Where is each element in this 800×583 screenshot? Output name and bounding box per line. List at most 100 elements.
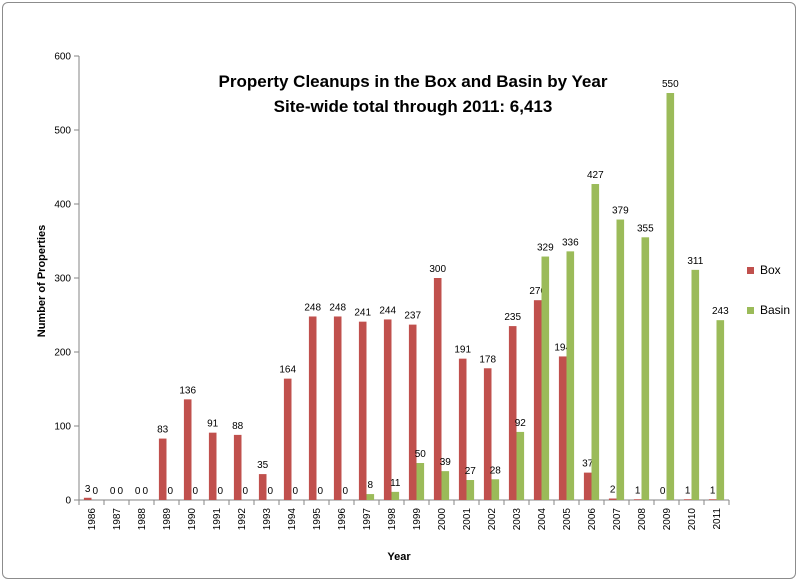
data-label-basin: 27 (465, 466, 477, 477)
x-tick-label: 1986 (87, 508, 98, 531)
data-label-box: 1 (710, 485, 716, 496)
x-tick-label: 1990 (187, 508, 198, 531)
data-label-basin: 0 (243, 486, 249, 497)
bar-basin (566, 251, 575, 500)
bar-box (633, 499, 642, 500)
data-label-box: 3 (85, 484, 91, 495)
bar-basin (616, 219, 625, 501)
bar-basin (666, 93, 675, 500)
x-tick-label: 1993 (262, 508, 273, 531)
data-label-basin: 39 (440, 457, 452, 468)
data-label-box: 241 (354, 308, 371, 319)
data-label-box: 270 (529, 286, 546, 297)
bar-box (183, 399, 192, 500)
bar-box (458, 358, 467, 500)
bar-box (683, 499, 692, 500)
bar-box (583, 472, 592, 500)
data-label-box: 0 (660, 486, 666, 497)
bar-basin (441, 471, 450, 500)
x-tick-label: 1992 (237, 508, 248, 531)
data-label-basin: 427 (587, 170, 604, 181)
bar-box (558, 356, 567, 500)
y-tick-label: 300 (54, 274, 71, 285)
data-label-box: 0 (135, 486, 141, 497)
data-label-box: 0 (110, 486, 116, 497)
data-label-box: 91 (207, 419, 219, 430)
data-label-box: 1 (685, 485, 691, 496)
bar-basin (591, 184, 600, 500)
data-label-basin: 0 (168, 486, 174, 497)
data-label-box: 194 (554, 342, 571, 353)
y-tick-label: 100 (54, 422, 71, 433)
bar-box (483, 368, 492, 500)
data-label-box: 164 (279, 365, 296, 376)
bar-box (608, 498, 617, 500)
chart-title: Property Cleanups in the Box and Basin b… (219, 72, 608, 91)
data-label-basin: 379 (612, 206, 629, 217)
data-label-box: 88 (232, 421, 244, 432)
bar-box (333, 316, 342, 500)
bar-box (283, 378, 292, 500)
bar-box (383, 319, 392, 500)
x-tick-label: 2004 (537, 508, 548, 531)
data-label-box: 300 (429, 264, 446, 275)
bar-basin (391, 491, 400, 500)
data-label-box: 244 (379, 305, 396, 316)
data-label-basin: 336 (562, 237, 579, 248)
data-label-box: 248 (329, 302, 346, 313)
x-tick-label: 1994 (287, 508, 298, 531)
data-label-box: 237 (404, 311, 421, 322)
data-label-basin: 0 (343, 486, 349, 497)
data-label-basin: 0 (193, 486, 199, 497)
x-tick-label: 1991 (212, 508, 223, 531)
x-tick-label: 1997 (362, 508, 373, 531)
legend-label-basin: Basin (760, 303, 790, 317)
x-tick-label: 2007 (612, 508, 623, 531)
x-tick-label: 2003 (512, 508, 523, 531)
data-label-basin: 0 (93, 486, 99, 497)
x-axis-title: Year (387, 551, 411, 563)
bar-box (258, 474, 267, 500)
bar-basin (641, 237, 650, 501)
x-tick-label: 1999 (412, 508, 423, 531)
y-tick-label: 600 (54, 52, 71, 63)
legend-swatch-box (747, 267, 754, 274)
bar-box (358, 321, 367, 500)
data-label-basin: 0 (318, 486, 324, 497)
x-tick-label: 1987 (112, 508, 123, 531)
legend-label-box: Box (760, 263, 781, 277)
bar-basin (466, 480, 475, 500)
y-tick-label: 0 (65, 496, 71, 507)
bar-basin (691, 269, 700, 500)
data-label-basin: 8 (368, 480, 374, 491)
x-tick-label: 2005 (562, 508, 573, 531)
chart-canvas: Property Cleanups in the Box and Basin b… (36, 52, 790, 564)
data-label-box: 1 (635, 485, 641, 496)
legend: Box Basin (747, 263, 790, 317)
data-label-box: 83 (157, 425, 169, 436)
data-label-basin: 50 (415, 449, 427, 460)
data-label-box: 136 (179, 385, 196, 396)
bar-box (83, 497, 92, 500)
data-label-box: 191 (454, 345, 471, 356)
x-tick-label: 1989 (162, 508, 173, 531)
bar-box (433, 278, 442, 500)
legend-swatch-basin (747, 307, 754, 314)
data-label-basin: 11 (390, 478, 401, 489)
data-label-basin: 0 (118, 486, 124, 497)
data-label-basin: 28 (490, 465, 502, 476)
y-tick-label: 200 (54, 348, 71, 359)
data-label-box: 37 (582, 459, 594, 470)
bar-box (233, 434, 242, 500)
bar-basin (491, 479, 500, 500)
data-label-basin: 243 (712, 306, 729, 317)
bar-basin (716, 320, 725, 500)
data-label-box: 248 (304, 302, 321, 313)
chart-subtitle: Site-wide total through 2011: 6,413 (274, 97, 553, 116)
bar-box (408, 324, 417, 500)
bar-box (208, 432, 217, 500)
bar-basin (541, 256, 550, 500)
x-tick-label: 2002 (487, 508, 498, 531)
data-label-basin: 355 (637, 223, 654, 234)
